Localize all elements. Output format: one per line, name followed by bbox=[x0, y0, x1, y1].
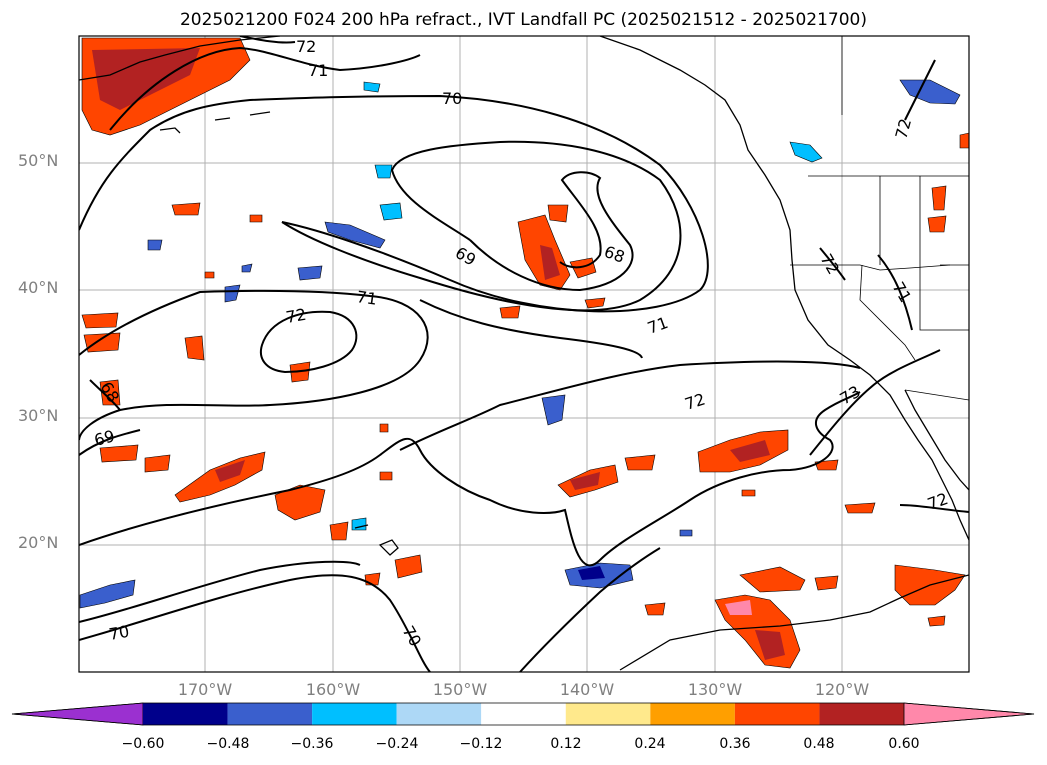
negative-anomaly-fills bbox=[79, 79, 961, 609]
contour-70-north bbox=[79, 94, 709, 313]
contour-label: 71 bbox=[889, 279, 916, 306]
contour-label: 72 bbox=[284, 305, 307, 327]
contour-69-w bbox=[79, 429, 141, 456]
contour-label: 71 bbox=[645, 313, 671, 338]
colorbar-segment bbox=[396, 703, 482, 725]
contour-68 bbox=[469, 171, 634, 292]
lat-label-20n: 20°N bbox=[18, 533, 59, 552]
lat-label-40n: 40°N bbox=[18, 278, 59, 297]
lon-label-130w: 130°W bbox=[687, 680, 743, 699]
positive-anomaly-fills bbox=[81, 37, 969, 669]
colorbar-tick-label: 0.12 bbox=[550, 736, 582, 752]
blob-alaska-core bbox=[92, 48, 200, 110]
colorbar-tick-label: 0.24 bbox=[634, 736, 666, 752]
lon-label-140w: 140°W bbox=[559, 680, 615, 699]
colorbar-segment bbox=[650, 703, 735, 725]
contour-69 bbox=[281, 140, 682, 312]
colorbar-segment bbox=[819, 703, 904, 725]
contour-label-group: 72 71 70 69 68 71 72 71 72 73 72 72 71 7… bbox=[92, 37, 950, 650]
contour-label: 69 bbox=[92, 426, 117, 450]
contour-72-north bbox=[239, 36, 296, 44]
colorbar-tick-label: −0.36 bbox=[290, 736, 334, 752]
contour-72-e bbox=[819, 247, 846, 281]
lon-label-160w: 160°W bbox=[305, 680, 361, 699]
colorbar-extend-max bbox=[903, 702, 1035, 726]
contour-72-east bbox=[399, 360, 861, 451]
colorbar-tick-label: −0.60 bbox=[121, 736, 165, 752]
map-title: 2025021200 F024 200 hPa refract., IVT La… bbox=[179, 10, 867, 30]
contour-label: 70 bbox=[107, 622, 130, 644]
colorbar bbox=[11, 702, 1035, 726]
colorbar-segment bbox=[565, 703, 651, 725]
coastline-baja bbox=[904, 389, 969, 491]
colorbar-tick-label: 0.36 bbox=[719, 736, 751, 752]
contour-label: 69 bbox=[452, 243, 479, 270]
map-frame bbox=[78, 35, 970, 673]
refractivity-contours bbox=[79, 36, 969, 672]
contour-label: 71 bbox=[308, 61, 328, 80]
colorbar-segment bbox=[143, 703, 228, 725]
contour-71-north bbox=[109, 46, 421, 131]
contour-68-w bbox=[89, 379, 121, 411]
contour-label: 72 bbox=[296, 37, 316, 56]
colorbar-tick-label: −0.48 bbox=[206, 736, 250, 752]
coastlines bbox=[79, 36, 969, 671]
contour-label: 70 bbox=[442, 89, 462, 108]
lon-label-150w: 150°W bbox=[432, 680, 488, 699]
colorbar-segment bbox=[481, 703, 566, 725]
contour-label: 72 bbox=[892, 116, 916, 141]
colorbar-tick-label: 0.60 bbox=[888, 736, 920, 752]
contour-label: 70 bbox=[399, 623, 426, 650]
contour-73 bbox=[809, 349, 941, 456]
contour-70-sw bbox=[79, 560, 361, 623]
contour-label: 73 bbox=[837, 382, 864, 409]
contour-72-subtropic bbox=[79, 391, 861, 567]
lat-label-50n: 50°N bbox=[18, 151, 59, 170]
contour-71-e bbox=[877, 254, 913, 331]
lat-label-30n: 30°N bbox=[18, 406, 59, 425]
contour-72-se bbox=[899, 504, 969, 513]
colorbar-tick-label: −0.24 bbox=[375, 736, 419, 752]
contour-label: 72 bbox=[682, 389, 707, 413]
coastline-alaska bbox=[79, 36, 281, 81]
blob-mid-north-core bbox=[540, 245, 560, 280]
contour-72-mid bbox=[260, 310, 358, 374]
contour-71-mid bbox=[79, 289, 429, 441]
colorbar-segment bbox=[312, 703, 397, 725]
lon-label-170w: 170°W bbox=[177, 680, 233, 699]
contour-72-ne bbox=[904, 59, 936, 121]
contour-label: 71 bbox=[355, 287, 378, 309]
colorbar-extend-min bbox=[11, 702, 144, 726]
colorbar-segment bbox=[227, 703, 313, 725]
colorbar-segment bbox=[734, 703, 820, 725]
coastline-mexico bbox=[619, 574, 969, 671]
political-borders bbox=[790, 36, 969, 401]
contour-70-south bbox=[79, 574, 431, 672]
contour-label: 68 bbox=[602, 242, 628, 267]
coastline-northamerica bbox=[599, 36, 969, 541]
lon-label-120w: 120°W bbox=[814, 680, 870, 699]
colorbar-tick-label: −0.12 bbox=[459, 736, 503, 752]
contour-71-east bbox=[419, 299, 643, 359]
colorbar-outline bbox=[11, 702, 1035, 726]
colorbar-tick-label: 0.48 bbox=[803, 736, 835, 752]
